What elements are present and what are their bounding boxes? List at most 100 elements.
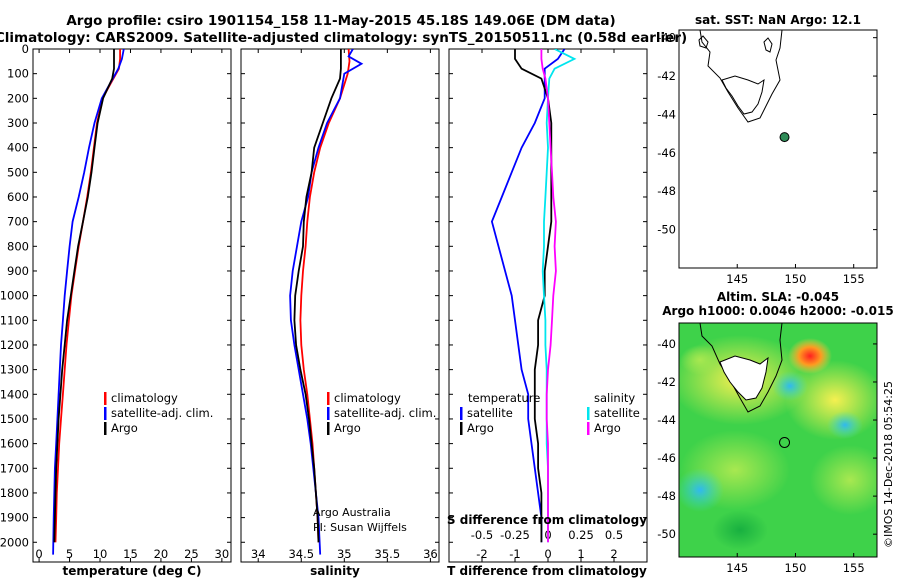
- map-y-tick-label: -42: [657, 375, 676, 389]
- sst-map-ticks: 145 150 155 -40 -42 -44 -46 -48 -50: [657, 31, 877, 286]
- map-x-tick-label: 145: [726, 561, 748, 575]
- depth-tick-label: 0: [22, 42, 29, 56]
- depth-tick-label: 600: [7, 190, 29, 204]
- depth-tick-label: 1200: [0, 338, 29, 352]
- series-line-satellite-adj-clim-: [52, 49, 125, 555]
- shelf-contour: [679, 30, 783, 123]
- island-outline: [698, 35, 709, 49]
- map-x-tick-label: 150: [784, 561, 806, 575]
- sla-map-ticks: 145 150 155 -40 -42 -44 -46 -48 -50: [657, 337, 877, 575]
- x-tick-label: 35.5: [375, 547, 401, 561]
- legend-mark-t-satellite: [460, 407, 463, 420]
- sla-anomaly: [712, 510, 768, 550]
- salinity-series: [289, 49, 364, 555]
- x-tick-label: -2: [476, 547, 487, 561]
- series-line-argo: [293, 49, 342, 543]
- salinity-legend: climatology satellite-adj. clim. Argo Ar…: [313, 391, 436, 534]
- x-tick-label: 20: [154, 547, 169, 561]
- difference-xlabel: T difference from climatology: [447, 564, 647, 578]
- depth-tick-label: 200: [7, 91, 29, 105]
- salinity-xlabel: salinity: [310, 564, 360, 578]
- x-tick-label: 30: [215, 547, 230, 561]
- depth-tick-label: 1900: [0, 511, 29, 525]
- map-y-tick-label: -40: [657, 31, 676, 45]
- series-line-s-argo: [540, 49, 557, 543]
- legend-t-argo: Argo: [467, 421, 494, 435]
- sla-anomaly-high: [788, 338, 832, 374]
- x-tick-label: 0: [35, 547, 42, 561]
- x-tick-label: 34.5: [288, 547, 314, 561]
- legend-mark-s-argo: [587, 422, 590, 435]
- credit-line2: PI: Susan Wijffels: [313, 521, 407, 534]
- sla-anomaly-low: [679, 468, 724, 512]
- sst-map-frame: [678, 29, 878, 269]
- legend-mark-climatology: [104, 392, 107, 405]
- float-position-marker: [779, 436, 791, 448]
- series-line-t-satellite: [490, 49, 566, 543]
- depth-tick-label: 1700: [0, 461, 29, 475]
- sla-map-frame: [678, 322, 878, 558]
- sla-anomaly: [810, 445, 877, 515]
- map-y-tick-label: -50: [657, 223, 676, 237]
- map-y-tick-label: -48: [657, 184, 676, 198]
- depth-tick-labels: 0 100 200 300 400 500 600 700 800 900 1000 1100 1200…: [0, 42, 29, 549]
- depth-tick-label: 1100: [0, 313, 29, 327]
- sla-map-title1: Altim. SLA: -0.045: [717, 290, 839, 304]
- difference-xlabel2: S difference from climatology: [447, 513, 647, 527]
- x-tick-label: 34: [251, 547, 266, 561]
- x-tick-label: 5: [66, 547, 73, 561]
- x-tick-label: 1: [577, 547, 584, 561]
- temperature-legend: climatology satellite-adj. clim. Argo: [104, 391, 213, 435]
- island-outline: [763, 37, 773, 53]
- map-y-tick-label: -46: [657, 451, 676, 465]
- map-y-tick-label: -40: [657, 337, 676, 351]
- depth-tick-label: 100: [7, 67, 29, 81]
- sla-anomaly: [680, 345, 720, 375]
- depth-tick-label: 2000: [0, 535, 29, 549]
- map-x-tick-label: 150: [784, 272, 806, 286]
- shelf-contour: [679, 323, 783, 413]
- map-y-tick-label: -46: [657, 146, 676, 160]
- legend-t-satellite: satellite: [467, 406, 513, 420]
- legend-satellite: satellite-adj. clim.: [111, 406, 213, 420]
- temperature-ticks: 0 5 10 15 20 25 30: [33, 48, 231, 562]
- map-x-tick-label: 155: [843, 272, 865, 286]
- s-diff-tick-label: 0.5: [605, 528, 623, 542]
- depth-tick-label: 900: [7, 264, 29, 278]
- legend-salinity-title: salinity: [594, 391, 635, 405]
- map-x-tick-label: 145: [726, 272, 748, 286]
- depth-tick-label: 1500: [0, 412, 29, 426]
- title-line1: Argo profile: csiro 1901154_158 11-May-2…: [66, 13, 615, 29]
- depth-tick-label: 1400: [0, 387, 29, 401]
- temperature-axes: [32, 48, 232, 563]
- legend-mark-argo: [327, 422, 330, 435]
- salinity-ticks: 34 34.5 35 35.5 36: [241, 48, 439, 562]
- difference-ticks: -2 -1 0 1 2-0.5 -0.25 0 0.25 0.5: [449, 48, 647, 562]
- s-diff-tick-label: -0.25: [500, 528, 530, 542]
- legend-climatology: climatology: [111, 391, 178, 405]
- x-tick-label: 36: [423, 547, 438, 561]
- tasmania-outline: [719, 355, 769, 401]
- float-position-marker: [779, 132, 790, 143]
- depth-tick-label: 500: [7, 165, 29, 179]
- depth-tick-label: 1600: [0, 437, 29, 451]
- depth-tick-label: 1800: [0, 486, 29, 500]
- temperature-series: [52, 49, 125, 555]
- legend-temperature-title: temperature: [468, 391, 540, 405]
- legend-mark-satellite: [327, 407, 330, 420]
- title-line2: Climatology: CARS2009. Satellite-adjuste…: [0, 30, 687, 46]
- legend-s-satellite: satellite: [594, 406, 640, 420]
- x-tick-label: -1: [509, 547, 520, 561]
- x-tick-label: 25: [184, 547, 199, 561]
- legend-mark-argo: [104, 422, 107, 435]
- x-tick-label: 15: [123, 547, 138, 561]
- map-y-tick-label: -44: [657, 413, 676, 427]
- difference-legend: temperature satellite Argo salinity sate…: [460, 391, 640, 435]
- map-y-tick-label: -50: [657, 527, 676, 541]
- s-diff-tick-label: 0.25: [568, 528, 594, 542]
- legend-climatology: climatology: [334, 391, 401, 405]
- map-x-tick-label: 155: [843, 561, 865, 575]
- sla-map-title2: Argo h1000: 0.0046 h2000: -0.015: [662, 304, 893, 318]
- depth-tick-label: 700: [7, 215, 29, 229]
- difference-series: [490, 49, 577, 543]
